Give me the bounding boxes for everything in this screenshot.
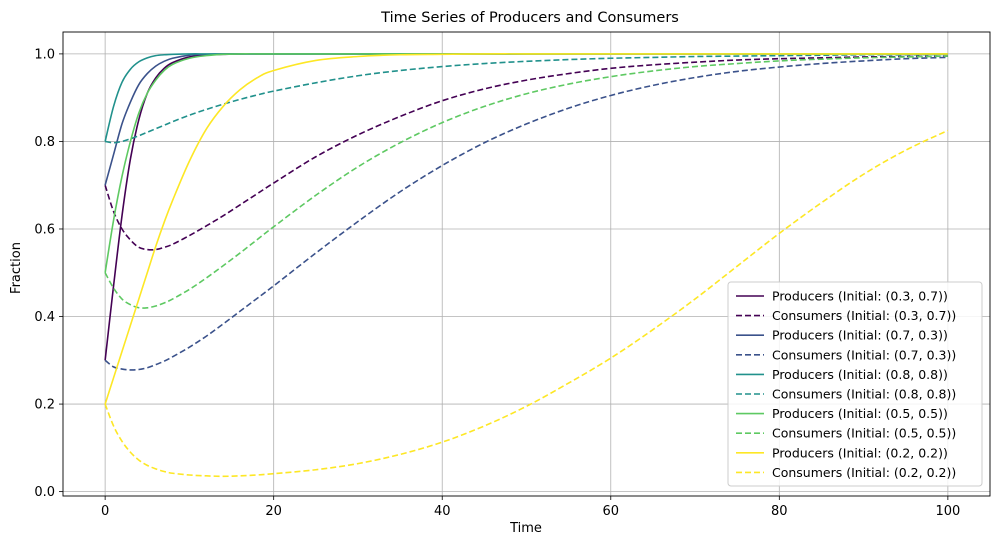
- legend-entry: Consumers (Initial: (0.8, 0.8)): [772, 387, 956, 402]
- y-tick-label: 0.6: [34, 222, 55, 237]
- plot-area-frame: [62, 31, 991, 497]
- series-line-8: [104, 53, 948, 405]
- legend-entry: Producers (Initial: (0.3, 0.7)): [772, 289, 948, 304]
- x-axis-label: Time: [509, 521, 542, 536]
- axis-ticks: 0 20 40 60 80 100 0.0 0.2 0.4 0.6 0.8 1.0: [34, 47, 960, 519]
- legend-entry: Consumers (Initial: (0.7, 0.3)): [772, 347, 956, 362]
- legend-box: [727, 281, 983, 487]
- legend-entry: Consumers (Initial: (0.3, 0.7)): [772, 308, 956, 323]
- legend-entry: Consumers (Initial: (0.5, 0.5)): [772, 426, 956, 441]
- x-tick-label: 100: [935, 504, 960, 519]
- legend-entry: Producers (Initial: (0.8, 0.8)): [772, 367, 948, 382]
- x-tick-label: 40: [434, 504, 451, 519]
- x-tick-label: 60: [602, 504, 619, 519]
- x-tick-label: 0: [101, 504, 109, 519]
- series-line-2: [104, 53, 948, 186]
- chart-title: Time Series of Producers and Consumers: [380, 10, 679, 26]
- legend-entry: Producers (Initial: (0.2, 0.2)): [772, 445, 948, 460]
- series-lines: [104, 53, 949, 478]
- series-line-7: [104, 55, 948, 309]
- y-tick-label: 0.8: [34, 135, 55, 150]
- y-tick-label: 0.4: [34, 310, 55, 325]
- series-line-9: [104, 129, 949, 478]
- legend: Producers (Initial: (0.3, 0.7)) Consumers…: [727, 281, 983, 487]
- series-line-3: [104, 56, 948, 371]
- x-tick-label: 80: [771, 504, 788, 519]
- series-line-6: [104, 53, 948, 273]
- series-line-1: [104, 55, 948, 251]
- series-line-5: [104, 53, 948, 144]
- y-tick-label: 0.0: [34, 485, 55, 500]
- legend-entry: Consumers (Initial: (0.2, 0.2)): [772, 465, 956, 480]
- y-tick-label: 1.0: [34, 47, 55, 62]
- x-tick-label: 20: [265, 504, 282, 519]
- y-tick-label: 0.2: [34, 398, 55, 413]
- legend-entry: Producers (Initial: (0.5, 0.5)): [772, 406, 948, 421]
- legend-entry: Producers (Initial: (0.7, 0.3)): [772, 328, 948, 343]
- y-axis-label: Fraction: [9, 242, 24, 294]
